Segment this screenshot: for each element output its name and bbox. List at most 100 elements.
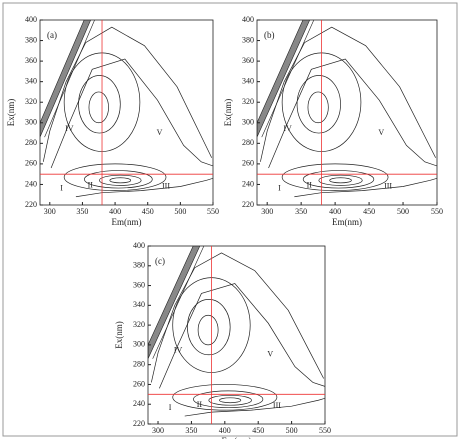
contour-line: [78, 75, 121, 134]
contour-line: [75, 177, 213, 198]
x-axis-label: Em(nm): [222, 436, 252, 439]
contour-line: [187, 299, 231, 356]
y-tick-label: 380: [133, 261, 145, 270]
y-tick-label: 380: [25, 35, 37, 44]
contour-line: [318, 174, 363, 186]
panel-label: (b): [264, 30, 275, 40]
contour-line: [150, 252, 324, 383]
x-tick-label: 550: [319, 426, 331, 435]
scatter-band-edge: [261, 20, 315, 138]
region-label: IV: [174, 346, 183, 355]
region-label: IV: [65, 124, 74, 133]
x-axis-label: Em(nm): [112, 217, 142, 227]
panel-label: (c): [155, 256, 165, 266]
y-tick-label: 280: [133, 359, 145, 368]
x-tick-label: 350: [185, 426, 197, 435]
contour-line: [219, 397, 242, 404]
y-tick-label: 260: [242, 159, 254, 168]
y-tick-label: 240: [133, 399, 145, 408]
region-label: V: [157, 128, 163, 137]
y-tick-label: 360: [133, 280, 145, 289]
contour-line: [307, 91, 329, 124]
x-tick-label: 350: [295, 207, 307, 216]
plot-frame: [39, 19, 214, 206]
x-tick-label: 550: [207, 207, 219, 216]
y-tick-label: 220: [25, 200, 37, 209]
y-tick-label: 280: [25, 138, 37, 147]
x-tick-label: 400: [219, 426, 231, 435]
contour-line: [268, 58, 437, 169]
y-tick-label: 300: [242, 118, 254, 127]
x-tick-label: 350: [76, 207, 88, 216]
region-label: III: [162, 181, 170, 190]
contour-line: [99, 174, 142, 186]
contour-line: [193, 390, 264, 409]
y-tick-label: 260: [133, 379, 145, 388]
contour-line: [281, 163, 389, 191]
contour-line: [260, 26, 436, 162]
contour-line: [184, 397, 325, 417]
x-tick-label: 500: [397, 207, 409, 216]
y-tick-label: 360: [242, 56, 254, 65]
y-tick-label: 300: [25, 118, 37, 127]
y-tick-label: 320: [242, 97, 254, 106]
region-label: II: [197, 400, 203, 409]
contour-line: [50, 58, 213, 169]
scatter-band: [257, 20, 311, 138]
contour-line: [329, 177, 352, 184]
y-tick-label: 300: [133, 340, 145, 349]
y-tick-label: 400: [133, 241, 145, 250]
y-tick-label: 320: [25, 97, 37, 106]
x-tick-label: 300: [44, 207, 56, 216]
contours: [148, 246, 325, 417]
x-tick-label: 500: [286, 426, 298, 435]
contours: [257, 20, 437, 198]
x-tick-label: 550: [431, 207, 443, 216]
region-label: III: [273, 401, 281, 410]
contour-line: [63, 163, 167, 191]
y-tick-label: 280: [242, 138, 254, 147]
y-axis-label: Ex(nm): [6, 99, 16, 127]
region-label: II: [307, 180, 313, 189]
contours: [40, 20, 213, 198]
region-label: I: [60, 183, 63, 192]
contour-line: [197, 314, 219, 346]
y-tick-label: 220: [242, 200, 254, 209]
region-label: V: [267, 350, 273, 359]
contour-line: [42, 26, 213, 162]
y-tick-label: 240: [25, 179, 37, 188]
scatter-band-edge: [152, 246, 205, 359]
region-label: I: [278, 183, 281, 192]
contour-line: [109, 177, 132, 184]
contour-line: [159, 283, 325, 389]
y-tick-label: 400: [25, 15, 37, 24]
y-tick-label: 340: [25, 76, 37, 85]
x-tick-label: 400: [109, 207, 121, 216]
x-tick-label: 450: [363, 207, 375, 216]
region-label: V: [378, 128, 384, 137]
x-tick-label: 300: [261, 207, 273, 216]
x-tick-label: 400: [329, 207, 341, 216]
contour-line: [302, 170, 375, 189]
region-label: II: [88, 180, 94, 189]
y-axis-label: Ex(nm): [114, 321, 124, 349]
y-tick-label: 220: [133, 419, 145, 428]
y-tick-label: 340: [242, 76, 254, 85]
x-tick-label: 500: [174, 207, 186, 216]
x-tick-label: 450: [252, 426, 264, 435]
x-tick-label: 450: [142, 207, 154, 216]
scatter-band: [40, 20, 91, 138]
y-tick-label: 340: [133, 300, 145, 309]
plot-frame: [147, 245, 326, 425]
panel-label: (a): [47, 30, 57, 40]
y-tick-label: 380: [242, 35, 254, 44]
y-tick-label: 360: [25, 56, 37, 65]
region-label: III: [384, 181, 392, 190]
y-tick-label: 260: [25, 159, 37, 168]
contour-line: [88, 91, 109, 124]
x-axis-label: Em(nm): [332, 217, 362, 227]
y-tick-label: 400: [242, 15, 254, 24]
y-axis-label: Ex(nm): [223, 99, 233, 127]
